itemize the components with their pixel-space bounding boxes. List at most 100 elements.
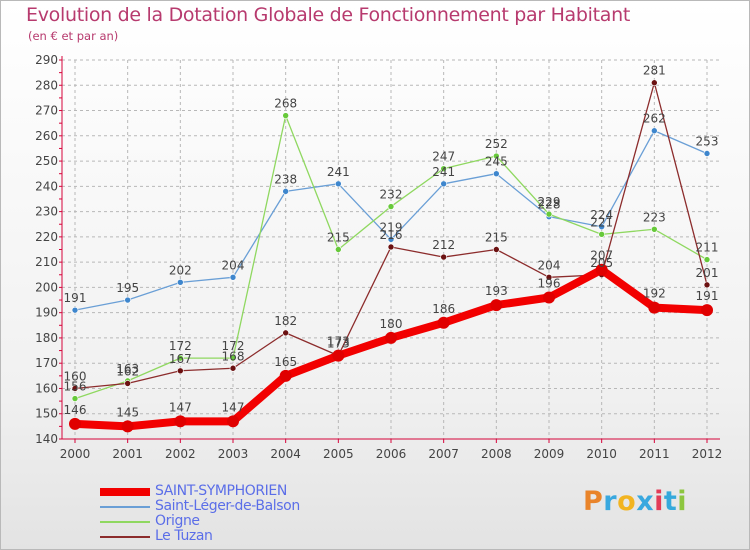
data-point bbox=[279, 369, 292, 382]
data-label: 219 bbox=[380, 220, 403, 234]
x-tick-label: 2006 bbox=[376, 447, 407, 461]
legend-label: Saint-Léger-de-Balson bbox=[155, 498, 300, 514]
brand-letter: o bbox=[617, 486, 637, 517]
grid-layer bbox=[62, 59, 720, 440]
legend-item: Le Tuzan bbox=[100, 529, 400, 544]
y-tick-label: 280 bbox=[35, 78, 58, 92]
data-point bbox=[703, 150, 711, 157]
data-point bbox=[440, 180, 447, 188]
x-tick-label: 2007 bbox=[428, 447, 459, 461]
data-point bbox=[121, 420, 134, 433]
brand-letter: i bbox=[654, 486, 664, 517]
y-tick-label: 170 bbox=[35, 356, 58, 370]
data-label: 201 bbox=[696, 266, 719, 280]
data-label: 281 bbox=[643, 64, 666, 78]
legend-label: Le Tuzan bbox=[155, 528, 213, 544]
y-tick-label: 180 bbox=[35, 331, 58, 345]
data-label: 163 bbox=[116, 362, 139, 376]
data-label: 162 bbox=[116, 364, 139, 378]
data-label: 167 bbox=[169, 352, 192, 366]
y-tick-label: 260 bbox=[35, 129, 58, 143]
data-label: 262 bbox=[643, 112, 666, 126]
y-tick-label: 290 bbox=[35, 53, 58, 67]
data-label: 173 bbox=[327, 337, 350, 351]
legend-label: SAINT-SYMPHORIEN bbox=[155, 483, 287, 499]
data-point bbox=[385, 331, 397, 344]
data-point bbox=[124, 296, 131, 304]
x-tick-label: 2009 bbox=[534, 447, 565, 461]
data-label-layer: 146 145 147 147 165 173 180 186 193 196 207 192 191 1… bbox=[64, 64, 719, 420]
series-layer bbox=[69, 79, 713, 433]
data-point bbox=[651, 127, 658, 135]
data-label: 205 bbox=[590, 256, 613, 270]
data-label: 180 bbox=[380, 317, 403, 331]
data-point bbox=[229, 354, 237, 362]
data-label: 252 bbox=[485, 137, 508, 151]
data-label: 191 bbox=[64, 291, 87, 305]
data-label: 202 bbox=[169, 263, 192, 277]
data-point bbox=[71, 306, 79, 314]
data-label: 224 bbox=[590, 208, 613, 222]
data-point bbox=[440, 253, 447, 261]
x-tick-label: 2012 bbox=[692, 447, 723, 461]
legend-label: Origne bbox=[155, 513, 200, 529]
x-tick-label: 2004 bbox=[270, 447, 301, 461]
data-point bbox=[490, 299, 503, 312]
brand-letter: x bbox=[636, 486, 655, 517]
data-point bbox=[437, 316, 450, 329]
data-label: 215 bbox=[327, 231, 350, 245]
data-label: 238 bbox=[274, 172, 297, 186]
data-point bbox=[71, 385, 79, 392]
legend-swatch bbox=[100, 536, 150, 538]
data-point bbox=[651, 225, 658, 233]
x-tick-label: 2002 bbox=[165, 447, 196, 461]
axis-layer: 140 150 160 170 180 190 200 210 220 230 240 250 260 2… bbox=[35, 53, 722, 461]
chart-title: Evolution de la Dotation Globale de Fonc… bbox=[26, 4, 631, 26]
y-tick-label: 240 bbox=[35, 179, 58, 193]
data-label: 247 bbox=[432, 150, 455, 164]
data-point bbox=[545, 210, 553, 218]
data-label: 253 bbox=[696, 134, 719, 148]
data-label: 216 bbox=[380, 228, 403, 242]
data-point bbox=[124, 380, 131, 387]
data-point bbox=[229, 273, 237, 281]
brand-letter: t bbox=[663, 486, 678, 517]
legend-item: Saint-Léger-de-Balson bbox=[100, 499, 400, 514]
data-label: 221 bbox=[590, 215, 613, 229]
data-label: 245 bbox=[485, 155, 508, 169]
x-tick-label: 2010 bbox=[586, 447, 617, 461]
data-point bbox=[69, 417, 81, 430]
data-label: 191 bbox=[696, 289, 719, 303]
legend-swatch bbox=[100, 488, 150, 496]
y-tick-label: 270 bbox=[35, 104, 58, 118]
data-point bbox=[177, 354, 184, 362]
data-point bbox=[387, 243, 395, 251]
data-point bbox=[335, 180, 342, 188]
data-point bbox=[177, 279, 184, 286]
y-tick-label: 190 bbox=[35, 306, 58, 320]
data-label: 196 bbox=[538, 277, 561, 291]
data-point bbox=[282, 329, 289, 337]
data-label: 229 bbox=[538, 195, 561, 209]
data-label: 168 bbox=[222, 349, 245, 363]
data-point bbox=[493, 152, 500, 160]
data-label: 192 bbox=[643, 287, 666, 301]
data-point bbox=[701, 304, 713, 317]
data-point bbox=[332, 349, 345, 362]
data-label: 165 bbox=[274, 355, 297, 369]
data-label: 173 bbox=[327, 335, 350, 349]
data-label: 172 bbox=[222, 339, 245, 353]
data-point bbox=[595, 263, 608, 276]
data-label: 146 bbox=[64, 403, 87, 417]
x-tick-label: 2005 bbox=[323, 447, 354, 461]
legend: SAINT-SYMPHORIEN Saint-Léger-de-Balson O… bbox=[100, 484, 400, 544]
brand-logo: Proxiti bbox=[583, 486, 687, 517]
data-point bbox=[543, 291, 555, 304]
data-point bbox=[387, 203, 395, 210]
data-label: 223 bbox=[643, 210, 666, 224]
data-label: 145 bbox=[116, 405, 139, 419]
data-label: 215 bbox=[485, 231, 508, 245]
data-label: 211 bbox=[696, 241, 719, 255]
brand-letter: r bbox=[603, 486, 618, 517]
